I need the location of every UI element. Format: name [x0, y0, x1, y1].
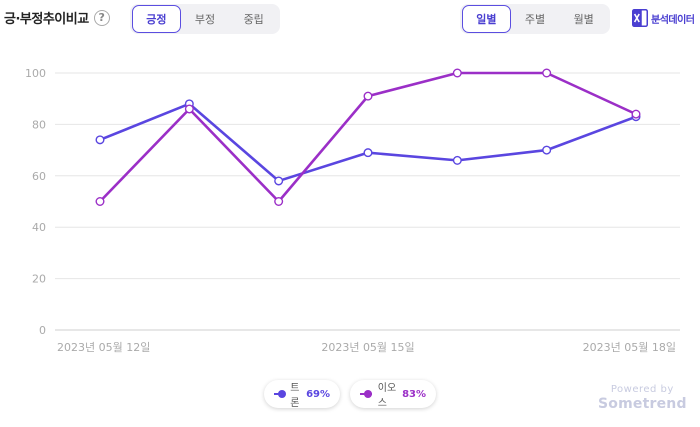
excel-icon — [632, 9, 648, 27]
series-line-0 — [99, 102, 637, 183]
data-point-0 — [542, 145, 552, 155]
data-point-1 — [95, 196, 105, 206]
data-point-0 — [452, 155, 462, 165]
period-tabs: 일별 주별 월별 — [460, 4, 610, 34]
legend-name: 트론 — [290, 383, 300, 409]
sentiment-tabs: 긍정 부정 중립 — [130, 4, 280, 34]
series-layer — [95, 68, 641, 206]
tab-positive[interactable]: 긍정 — [132, 5, 181, 33]
powered-by-watermark: Powered by Sometrend — [598, 384, 687, 412]
tab-daily[interactable]: 일별 — [462, 5, 511, 33]
data-point-1 — [184, 104, 194, 114]
data-point-1 — [542, 68, 552, 78]
y-tick-label: 0 — [39, 324, 46, 337]
y-tick-label: 20 — [32, 273, 46, 286]
sometrend-logo: Sometrend — [598, 396, 687, 412]
export-data-button[interactable]: 분석데이터 — [632, 9, 695, 27]
help-icon[interactable]: ? — [93, 9, 110, 26]
tab-neutral[interactable]: 중립 — [243, 13, 264, 26]
tab-weekly[interactable]: 주별 — [524, 13, 546, 26]
x-tick-label: 2023년 05월 18일 — [583, 340, 676, 354]
tab-monthly[interactable]: 월별 — [573, 13, 594, 26]
data-point-1 — [631, 109, 641, 119]
legend-item-tron[interactable]: 트론 69% — [264, 380, 340, 409]
grid-layer — [55, 72, 680, 331]
legend-name: 이오스 — [377, 383, 397, 409]
axis-layer: 0 20 40 60 80 100 2023년 05월 12일 2023년 05월 15일 20… — [25, 67, 676, 354]
x-tick-label: 2023년 05월 15일 — [321, 340, 414, 354]
y-tick-label: 80 — [32, 118, 46, 131]
legend-marker — [360, 390, 372, 398]
y-tick-label: 60 — [32, 170, 46, 183]
powered-by-text: Powered by — [610, 384, 674, 395]
y-tick-label: 40 — [32, 221, 46, 234]
title-group: 긍·부정추이비교 ? — [4, 8, 110, 27]
legend-marker — [274, 390, 286, 398]
chart-title: 긍·부정추이비교 — [4, 12, 89, 27]
tab-negative[interactable]: 부정 — [194, 13, 216, 26]
data-point-1 — [274, 196, 284, 206]
legend-value: 83% — [402, 388, 426, 400]
legend-item-eos[interactable]: 이오스 83% — [350, 380, 436, 409]
export-label: 분석데이터 — [651, 14, 695, 26]
data-point-0 — [274, 176, 284, 186]
x-tick-label: 2023년 05월 12일 — [57, 340, 150, 354]
data-point-1 — [452, 68, 462, 78]
y-tick-label: 100 — [25, 67, 46, 80]
data-point-0 — [95, 135, 105, 145]
data-point-1 — [363, 91, 373, 101]
line-chart: 0 20 40 60 80 100 2023년 05월 12일 2023년 05월 15일 20… — [25, 67, 680, 354]
legend-value: 69% — [306, 388, 330, 400]
data-point-0 — [363, 148, 373, 158]
